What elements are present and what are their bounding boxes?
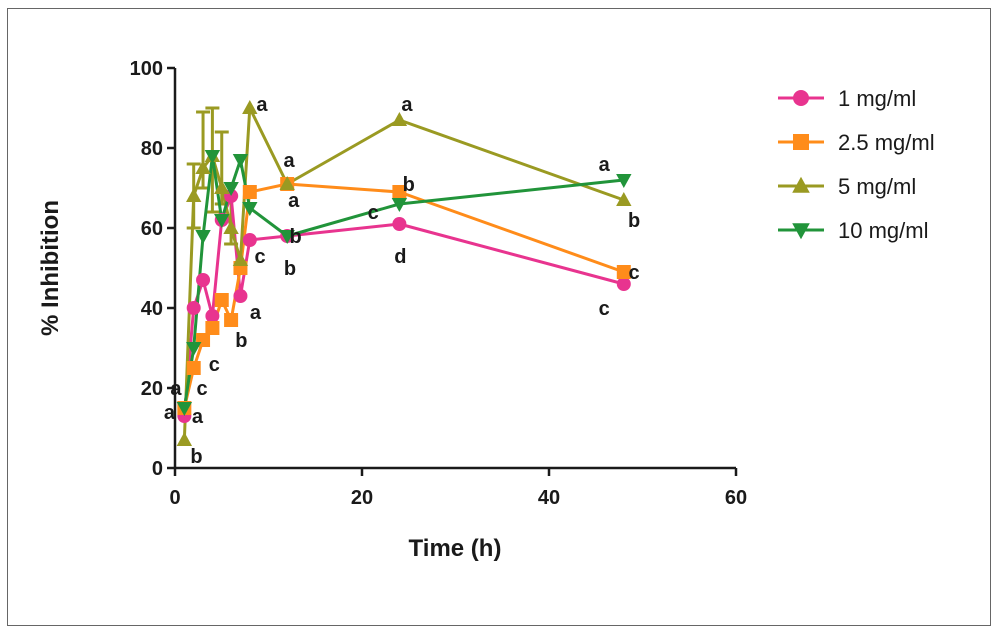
data-point	[616, 277, 631, 291]
data-point	[223, 219, 239, 234]
data-point	[242, 185, 257, 199]
data-point	[195, 230, 211, 245]
annotation-letter: b	[628, 210, 640, 232]
data-point	[233, 289, 248, 303]
data-point	[196, 273, 211, 287]
data-point	[205, 309, 220, 323]
y-tick-label: 100	[130, 58, 163, 80]
annotation-letter: c	[599, 298, 610, 320]
x-tick-label: 0	[169, 487, 180, 509]
annotation-letter: a	[256, 94, 268, 116]
x-tick-label: 60	[725, 487, 747, 509]
annotation-letter: a	[284, 150, 296, 172]
axes: 0 20 40 60 0 20 40 60 80 100	[130, 58, 748, 509]
y-tick-label: 60	[141, 218, 163, 240]
data-point	[223, 182, 239, 197]
annotation-letter: a	[192, 406, 204, 428]
annotation-letter: a	[288, 190, 300, 212]
data-point	[242, 233, 257, 247]
y-tick-label: 0	[152, 458, 163, 480]
data-point	[214, 293, 229, 307]
annotation-letter: b	[190, 446, 202, 468]
legend-marker	[792, 176, 810, 193]
series-line	[182, 182, 625, 409]
data-point	[224, 313, 239, 327]
annotation-letter: a	[250, 302, 262, 324]
series-line	[182, 106, 625, 441]
data-point	[186, 361, 201, 375]
legend-marker	[792, 223, 810, 240]
y-tick-label: 40	[141, 298, 163, 320]
y-axis-label: % Inhibition	[37, 200, 64, 336]
legend-label: 5 mg/ml	[838, 174, 916, 199]
data-point	[205, 321, 220, 335]
chart-frame	[7, 8, 991, 626]
annotation-letter: c	[368, 202, 379, 224]
data-point	[391, 111, 408, 126]
y-tick-label: 80	[141, 138, 163, 160]
annotation-letter: b	[290, 226, 302, 248]
annotation-letter: b	[403, 174, 415, 196]
data-point	[232, 251, 249, 266]
legend-marker	[793, 90, 809, 106]
legend-label: 1 mg/ml	[838, 86, 916, 111]
series-lines	[182, 106, 625, 441]
data-point	[176, 431, 193, 446]
data-point	[232, 154, 249, 169]
annotation-letter: a	[401, 94, 413, 116]
data-point	[186, 342, 202, 357]
annotation-letter: c	[197, 378, 208, 400]
data-point	[391, 198, 408, 213]
data-point	[214, 179, 230, 194]
series-markers	[176, 99, 632, 446]
data-point	[392, 185, 407, 199]
annotation-letter: d	[394, 246, 406, 268]
data-point	[176, 402, 193, 417]
data-point	[204, 150, 221, 165]
data-point	[616, 191, 632, 206]
data-point	[279, 175, 295, 190]
annotation-letter: c	[255, 246, 266, 268]
x-tick-label: 40	[538, 487, 560, 509]
x-tick-label: 20	[351, 487, 373, 509]
data-point	[242, 202, 258, 217]
data-point	[616, 265, 631, 279]
data-point	[279, 230, 295, 245]
legend-label: 10 mg/ml	[838, 218, 928, 243]
annotation-letter: c	[629, 262, 640, 284]
annotation-letter: b	[235, 330, 247, 352]
data-point	[195, 159, 211, 174]
data-point	[214, 214, 230, 229]
y-tick-label: 20	[141, 378, 163, 400]
annotation-letter: c	[209, 354, 220, 376]
data-point	[616, 174, 632, 189]
data-point	[186, 187, 202, 202]
x-axis-label: Time (h)	[409, 535, 502, 562]
legend-label: 2.5 mg/ml	[838, 130, 935, 155]
legend-marker	[793, 134, 809, 150]
annotation-letter: b	[284, 258, 296, 280]
annotation-letter: a	[599, 154, 611, 176]
data-point	[186, 301, 201, 315]
annotation-letter: a	[164, 402, 176, 424]
legend: 1 mg/ml 2.5 mg/ml 5 mg/ml 10 mg/ml	[778, 86, 935, 243]
annotation-letter: a	[170, 378, 182, 400]
data-point	[392, 217, 407, 231]
data-point	[242, 99, 258, 114]
